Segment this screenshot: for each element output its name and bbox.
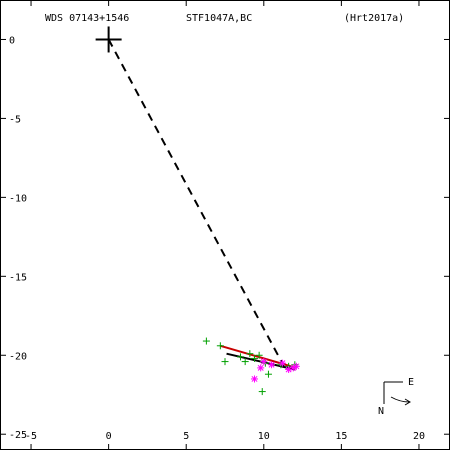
x-tick-label: 15 xyxy=(335,431,347,442)
compass-motion-arrow xyxy=(390,396,410,403)
observation-asterisk-point xyxy=(268,361,276,369)
observation-asterisk-point xyxy=(292,362,300,370)
observation-asterisk-point xyxy=(260,358,268,366)
observation-plus-point xyxy=(246,350,254,358)
y-tick-label: 0 xyxy=(9,35,15,46)
observation-asterisk-point xyxy=(250,375,258,383)
observation-plus-point xyxy=(241,358,249,366)
compass-north-label: N xyxy=(378,406,384,417)
header-left-label: WDS 07143+1546 xyxy=(45,13,129,24)
y-tick-label: -20 xyxy=(9,351,27,362)
observation-plus-point xyxy=(264,370,272,378)
compass-arrow-head xyxy=(404,398,411,406)
compass-east-label: E xyxy=(408,377,414,388)
observation-plus-point xyxy=(258,388,266,396)
x-tick-label: -5 xyxy=(25,431,37,442)
chart-marks xyxy=(95,26,300,396)
observation-plus-point xyxy=(221,358,229,366)
y-tick-label: -5 xyxy=(9,114,21,125)
y-tick-label: -25 xyxy=(9,430,27,441)
x-tick-label: 10 xyxy=(258,431,270,442)
connector-line xyxy=(107,39,285,367)
observation-plus-point xyxy=(255,351,263,359)
observation-plus-point xyxy=(250,354,258,362)
observation-asterisk-point xyxy=(257,364,265,372)
compass: E N xyxy=(378,377,414,417)
header-right-label: (Hrt2017a) xyxy=(344,13,404,24)
observation-asterisk-point xyxy=(278,359,286,367)
y-tick-label: -10 xyxy=(9,193,27,204)
x-tick-label: 20 xyxy=(413,431,425,442)
x-tick-label: 5 xyxy=(183,431,189,442)
observation-plus-point xyxy=(202,337,210,345)
observation-plus-point xyxy=(216,342,224,350)
observation-plus-point xyxy=(237,353,245,361)
y-tick-label: -15 xyxy=(9,272,27,283)
x-tick-label: 0 xyxy=(106,431,112,442)
header-center-label: STF1047A,BC xyxy=(186,13,252,24)
